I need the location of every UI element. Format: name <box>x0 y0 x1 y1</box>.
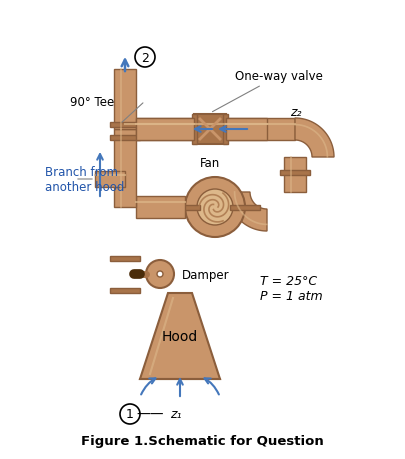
Circle shape <box>146 260 174 288</box>
FancyBboxPatch shape <box>110 122 140 127</box>
FancyBboxPatch shape <box>136 196 185 218</box>
FancyBboxPatch shape <box>95 172 125 188</box>
FancyBboxPatch shape <box>280 170 310 175</box>
Polygon shape <box>295 119 334 157</box>
FancyBboxPatch shape <box>110 256 140 261</box>
FancyBboxPatch shape <box>125 119 295 141</box>
FancyBboxPatch shape <box>192 115 196 145</box>
FancyBboxPatch shape <box>230 205 260 210</box>
Text: z₁: z₁ <box>170 408 181 420</box>
Text: One-way valve: One-way valve <box>213 70 323 112</box>
Text: Figure 1.Schematic for Question: Figure 1.Schematic for Question <box>81 435 323 448</box>
Text: P = 1 atm: P = 1 atm <box>260 289 323 302</box>
FancyBboxPatch shape <box>114 70 136 130</box>
Circle shape <box>197 190 233 225</box>
Polygon shape <box>140 293 220 379</box>
Text: 1: 1 <box>126 408 134 420</box>
FancyBboxPatch shape <box>224 115 228 145</box>
FancyBboxPatch shape <box>170 205 200 210</box>
Text: 90° Tee: 90° Tee <box>70 95 114 108</box>
Text: Hood: Hood <box>162 329 198 343</box>
Text: Damper: Damper <box>182 268 230 281</box>
Circle shape <box>135 48 155 68</box>
FancyBboxPatch shape <box>110 135 140 140</box>
Text: Branch from
another hood: Branch from another hood <box>45 166 124 194</box>
FancyBboxPatch shape <box>194 115 226 145</box>
Text: Fan: Fan <box>200 157 220 170</box>
FancyBboxPatch shape <box>136 119 194 141</box>
FancyBboxPatch shape <box>114 130 136 207</box>
Text: 2: 2 <box>141 51 149 64</box>
FancyBboxPatch shape <box>226 119 267 141</box>
Text: ——: —— <box>136 407 164 421</box>
FancyBboxPatch shape <box>284 157 306 193</box>
Text: T = 25°C: T = 25°C <box>260 274 317 287</box>
Polygon shape <box>228 193 267 231</box>
FancyBboxPatch shape <box>110 288 140 293</box>
Circle shape <box>185 178 245 237</box>
Circle shape <box>157 271 163 277</box>
Circle shape <box>120 404 140 424</box>
Text: z₂: z₂ <box>290 105 301 118</box>
